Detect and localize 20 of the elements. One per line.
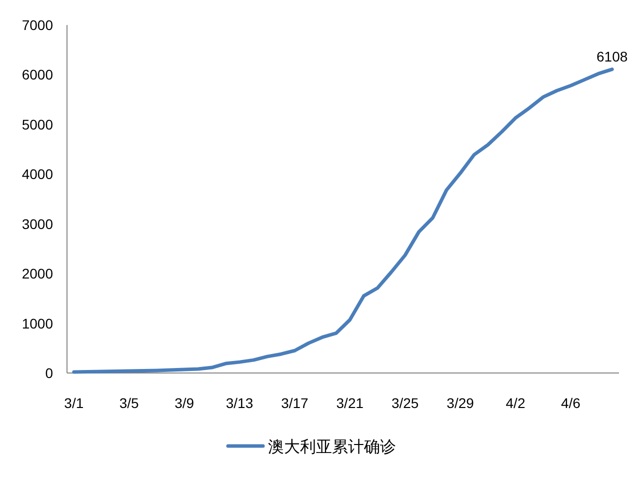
data-label: 6108 [596, 48, 628, 64]
y-tick-label: 5000 [22, 116, 54, 132]
x-tick-label: 4/6 [560, 395, 581, 411]
x-tick-label: 3/29 [446, 395, 474, 411]
x-tick-label: 3/25 [391, 395, 419, 411]
y-tick-label: 6000 [22, 66, 54, 83]
x-tick-label: 3/1 [64, 395, 84, 411]
x-tick-label: 3/9 [174, 395, 194, 411]
y-tick-label: 2000 [22, 266, 54, 282]
legend-label: 澳大利亚累计确诊 [268, 438, 396, 456]
x-tick-label: 3/5 [119, 395, 140, 411]
x-tick-label: 3/21 [336, 395, 364, 411]
x-tick-label: 3/17 [281, 395, 309, 411]
x-tick-label: 4/2 [506, 395, 526, 411]
y-tick-label: 7000 [22, 17, 54, 33]
y-tick-label: 0 [45, 365, 54, 381]
y-tick-label: 4000 [22, 166, 54, 182]
y-tick-label: 1000 [22, 315, 54, 332]
x-tick-label: 3/13 [226, 395, 254, 411]
y-tick-label: 3000 [22, 216, 54, 232]
